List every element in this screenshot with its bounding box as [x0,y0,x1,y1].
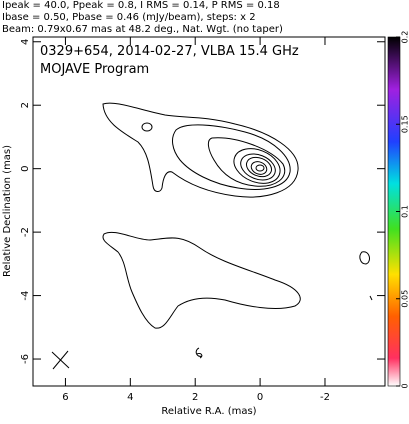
colorbar-tick-label: 0 [401,383,409,388]
y-tick-label: 0 [20,165,31,171]
contour [240,153,276,181]
header-line: Ibase = 0.50, Pbase = 0.46 (mJy/beam), s… [2,12,256,23]
y-tick-label: 2 [20,102,31,108]
contour [369,295,373,301]
contour [255,164,265,172]
x-tick-label: -2 [320,392,330,403]
beam [51,350,70,370]
y-axis-label: Relative Declination (mas) [2,145,13,277]
contours [51,102,373,370]
contour [250,161,268,175]
chart-subtitle: MOJAVE Program [40,62,149,77]
contour [195,347,203,359]
x-tick-label: 0 [257,392,263,403]
plot-frame [32,36,386,387]
header-line: Beam: 0.79x0.67 mas at 48.2 deg., Nat. W… [2,24,283,35]
y-tick-label: -6 [20,354,31,364]
x-tick-label: 2 [192,392,198,403]
contour [233,148,281,184]
y-tick-label: 4 [20,39,31,45]
x-axis-label: Relative R.A. (mas) [161,406,256,417]
colorbar-tick-label: 0.2 [401,31,409,44]
contour [359,251,370,265]
x-tick-label: 6 [62,392,68,403]
x-tick-label: 4 [127,392,133,403]
colorbar-tick-label: 0.15 [401,115,409,133]
contour [102,102,299,198]
y-tick-label: -4 [20,291,31,301]
contour [172,124,291,190]
y-tick-label: -2 [20,227,31,237]
contour [207,137,286,187]
colorbar-tick-label: 0.05 [401,290,409,308]
contour [141,122,153,132]
contour [102,231,301,329]
header-line: Ipeak = 40.0, Ppeak = 0.8, I RMS = 0.14,… [2,0,280,11]
chart-title: 0329+654, 2014-02-27, VLBA 15.4 GHz [40,44,299,59]
colorbar-tick-label: 0.1 [401,205,409,218]
contour [245,156,273,178]
